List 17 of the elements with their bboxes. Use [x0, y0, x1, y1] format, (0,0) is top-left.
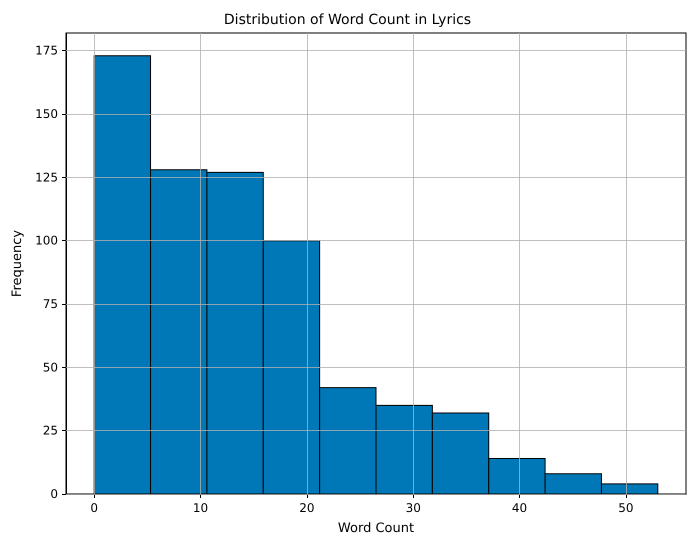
x-tick-label: 0: [90, 501, 98, 515]
x-tick-label: 40: [512, 501, 528, 515]
y-tick-label: 75: [42, 297, 58, 312]
y-tick-label: 100: [35, 234, 58, 248]
x-tick-label: 50: [618, 501, 634, 515]
y-tick-label: 125: [35, 170, 58, 184]
x-tick-label: 10: [192, 501, 208, 515]
x-tick-label: 30: [406, 501, 421, 515]
x-axis-title: Word Count: [338, 521, 414, 536]
x-tick-label: 20: [299, 501, 315, 515]
y-tick-label: 150: [35, 107, 58, 122]
y-tick-label: 50: [42, 360, 58, 374]
y-tick-label: 25: [42, 424, 58, 438]
y-axis-title: Frequency: [10, 230, 25, 298]
y-tick-label: 0: [50, 487, 58, 501]
chart-title: Distribution of Word Count in Lyrics: [224, 12, 472, 28]
y-tick-label: 175: [35, 44, 58, 58]
